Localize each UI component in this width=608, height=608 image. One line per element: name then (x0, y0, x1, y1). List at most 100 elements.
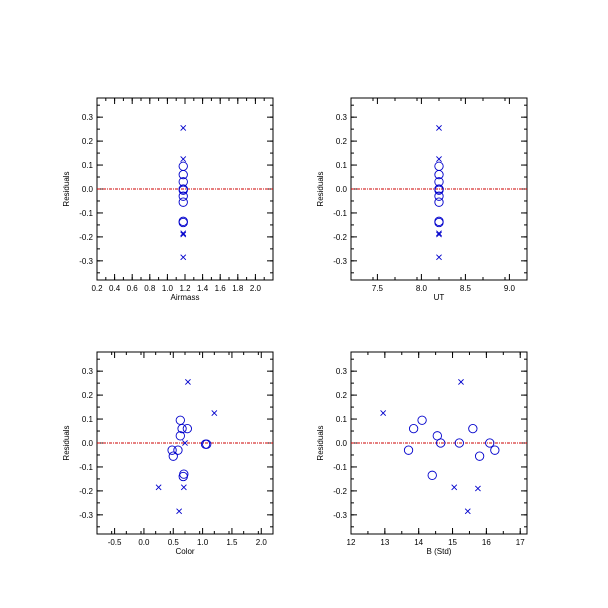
data-point-circle (178, 169, 188, 180)
data-point-x (451, 484, 458, 491)
x-tick-label: 1.5 (226, 538, 238, 547)
y-tick-label: -0.2 (79, 233, 93, 242)
chart-panel-3: -0.5 0.0 0.5 1.0 1.5 2.0 -0.3 -0.2 -0.1 0.0 0.1 0.2… (62, 351, 274, 556)
data-point-circle (436, 438, 446, 448)
y-tick-label: 0.2 (336, 391, 348, 400)
data-point-circle (178, 471, 188, 482)
data-point-circle (175, 415, 185, 425)
data-point-circle (177, 423, 187, 434)
data-point-circle (434, 217, 444, 228)
y-tick-label: 0.3 (336, 113, 348, 122)
data-point-circle (434, 161, 444, 171)
x-tick-label: 12 (347, 538, 356, 547)
x-tick-label: 13 (380, 538, 389, 547)
data-point-x (436, 230, 442, 237)
data-point-circle (202, 439, 212, 449)
data-point-x (180, 125, 187, 131)
x-tick-label: 0.6 (127, 284, 139, 293)
x-tick-label: -0.5 (108, 538, 122, 547)
data-point-x-stroke (182, 440, 188, 446)
data-point-circle (175, 431, 185, 441)
x-axis-label: UT (434, 293, 445, 302)
data-point-x-stroke (436, 254, 442, 261)
x-tick-label: 0.4 (109, 284, 121, 293)
y-tick-label: 0.0 (82, 185, 94, 194)
data-point-x-stroke (211, 410, 218, 416)
chart-panel-4: 12 13 14 15 16 17 -0.3 -0.2 -0.1 0.0 0.1 0.2 0.3 B (S… (316, 351, 528, 556)
x-tick-label: 15 (448, 538, 457, 547)
x-tick-label: 1.2 (179, 284, 191, 293)
data-point-x (211, 410, 218, 416)
y-tick-label: 0.2 (82, 137, 94, 146)
y-tick-label: 0.2 (336, 137, 348, 146)
data-point-x-stroke (155, 484, 162, 491)
y-tick-label: -0.3 (79, 511, 93, 520)
y-tick-label: 0.1 (82, 161, 94, 170)
data-point-x (180, 254, 187, 261)
x-tick-label: 1.0 (162, 284, 174, 293)
data-point-circle (168, 451, 178, 461)
x-axis-label: Airmass (171, 293, 200, 302)
data-point-x-stroke (436, 156, 442, 162)
x-tick-label: 0.5 (168, 538, 180, 547)
data-point-x-stroke (436, 230, 442, 237)
data-point-circle (434, 197, 444, 207)
y-axis-label: Residuals (316, 425, 325, 460)
data-point-circle (178, 191, 188, 201)
chart-panel-1: 0.2 0.4 0.6 0.8 1.0 1.2 1.4 1.6 1.8 2.0 -0.3 -0.2 -0… (62, 97, 274, 302)
data-point-circle (434, 169, 444, 180)
x-tick-label: 8.0 (416, 284, 428, 293)
data-point-x-stroke (185, 379, 191, 385)
x-tick-label: 17 (516, 538, 525, 547)
data-point-x (380, 410, 387, 416)
y-tick-label: 0.0 (336, 185, 348, 194)
data-point-circle (474, 451, 485, 461)
x-tick-label: 0.0 (138, 538, 150, 547)
data-point-x (180, 156, 187, 162)
y-tick-label: -0.1 (79, 463, 93, 472)
data-point-circle (178, 161, 188, 171)
data-point-x-stroke (180, 156, 187, 162)
x-tick-label: 8.5 (460, 284, 472, 293)
y-tick-label: 0.0 (82, 439, 94, 448)
data-point-x-stroke (464, 508, 471, 515)
y-tick-label: 0.3 (336, 367, 348, 376)
y-tick-label: -0.1 (333, 463, 347, 472)
y-tick-label: -0.3 (79, 257, 93, 266)
y-axis-label: Residuals (62, 425, 71, 460)
y-tick-label: -0.2 (333, 233, 347, 242)
data-point-circle (485, 438, 495, 448)
y-axis-label: Residuals (316, 171, 325, 206)
y-tick-label: -0.2 (79, 487, 93, 496)
y-tick-label: -0.3 (333, 257, 347, 266)
data-point-circle (178, 217, 188, 228)
data-point-x-stroke (458, 379, 464, 385)
data-point-circle (468, 423, 478, 434)
data-point-x (176, 508, 183, 515)
y-tick-label: -0.1 (333, 209, 347, 218)
y-tick-label: -0.2 (333, 487, 347, 496)
data-point-x (436, 231, 442, 238)
data-point-circle (173, 445, 183, 455)
data-point-circle (490, 445, 500, 455)
data-point-x-stroke (475, 485, 481, 492)
data-point-circle (167, 445, 177, 455)
data-point-circle (417, 415, 427, 425)
x-tick-label: 1.8 (232, 284, 244, 293)
data-point-x (185, 379, 191, 385)
data-point-circle (182, 423, 192, 434)
data-point-x (180, 231, 187, 238)
data-point-circle (178, 197, 188, 207)
data-point-x (155, 484, 162, 491)
data-point-x-stroke (180, 230, 187, 237)
x-tick-label: 16 (482, 538, 491, 547)
data-point-x (182, 440, 188, 446)
x-tick-label: 0.8 (144, 284, 156, 293)
x-tick-label: 14 (414, 538, 423, 547)
data-point-x-stroke (180, 484, 187, 491)
data-point-x (458, 379, 464, 385)
data-point-circle (434, 191, 444, 201)
y-tick-label: 0.1 (336, 161, 348, 170)
data-point-x (180, 230, 187, 237)
y-tick-label: 0.0 (336, 439, 348, 448)
